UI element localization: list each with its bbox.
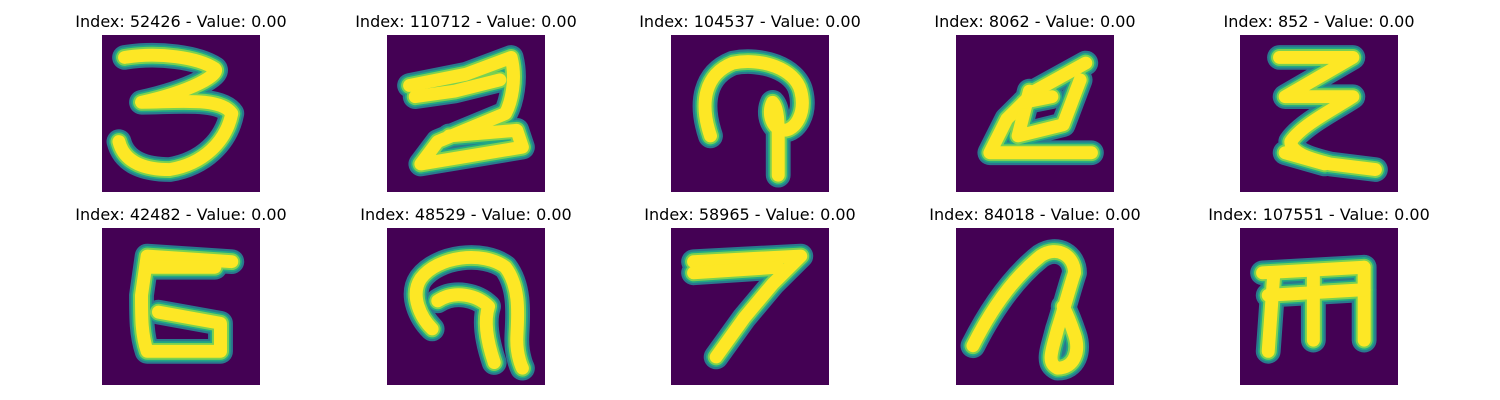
digit-glyph-hook — [671, 35, 829, 192]
digit-image — [102, 35, 260, 192]
digit-glyph-two — [387, 35, 545, 192]
panel-title: Index: 104537 - Value: 0.00 — [639, 12, 861, 31]
panel-title: Index: 8062 - Value: 0.00 — [934, 12, 1136, 31]
digit-image — [387, 228, 545, 385]
digit-glyph-four — [956, 35, 1114, 192]
panel-title: Index: 42482 - Value: 0.00 — [75, 205, 287, 224]
digit-glyph-e — [1240, 228, 1398, 385]
digit-glyph-loop — [956, 228, 1114, 385]
digit-image — [956, 35, 1114, 192]
panel-title: Index: 110712 - Value: 0.00 — [355, 12, 577, 31]
panel-title: Index: 107551 - Value: 0.00 — [1208, 205, 1430, 224]
digit-image — [956, 228, 1114, 385]
digit-image — [387, 35, 545, 192]
digit-image — [1240, 228, 1398, 385]
panel-title: Index: 48529 - Value: 0.00 — [360, 205, 572, 224]
digit-image — [671, 35, 829, 192]
digit-glyph-arch — [387, 228, 545, 385]
digit-glyph-zigzag — [1240, 35, 1398, 192]
digit-glyph-c — [102, 228, 260, 385]
panel-title: Index: 52426 - Value: 0.00 — [75, 12, 287, 31]
digit-image — [102, 228, 260, 385]
panel-title: Index: 852 - Value: 0.00 — [1223, 12, 1415, 31]
panel-title: Index: 84018 - Value: 0.00 — [929, 205, 1141, 224]
digit-image — [1240, 35, 1398, 192]
digit-image — [671, 228, 829, 385]
digit-glyph-seven — [671, 228, 829, 385]
digit-glyph-three — [102, 35, 260, 192]
panel-title: Index: 58965 - Value: 0.00 — [644, 205, 856, 224]
